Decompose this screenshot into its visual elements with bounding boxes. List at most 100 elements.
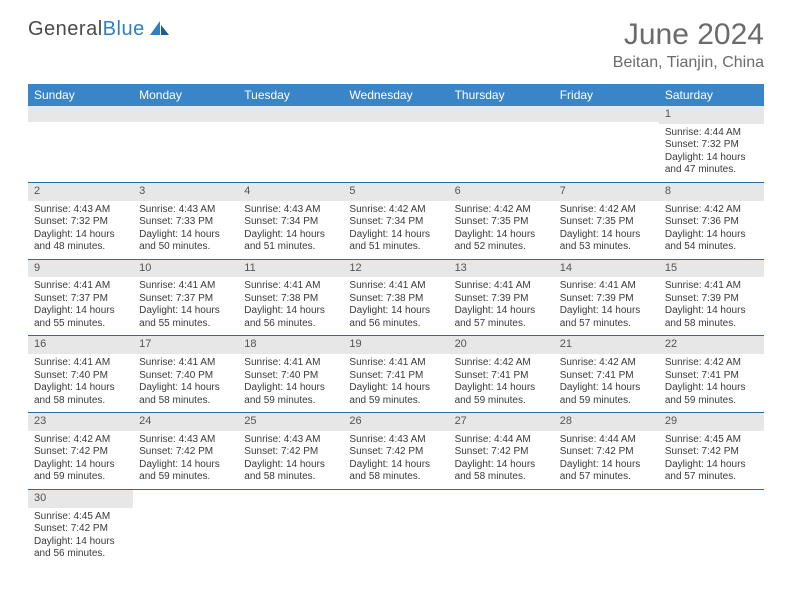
day-number: 12 <box>343 260 448 278</box>
calendar-cell: 26Sunrise: 4:43 AMSunset: 7:42 PMDayligh… <box>343 413 448 490</box>
day-body: Sunrise: 4:41 AMSunset: 7:39 PMDaylight:… <box>449 277 554 335</box>
calendar-cell <box>343 489 448 565</box>
sunset-line: Sunset: 7:42 PM <box>455 446 548 459</box>
sunset-line: Sunset: 7:37 PM <box>139 293 232 306</box>
daylight-line: Daylight: 14 hours and 59 minutes. <box>455 382 548 407</box>
sunrise-line: Sunrise: 4:42 AM <box>455 357 548 370</box>
sunset-line: Sunset: 7:39 PM <box>455 293 548 306</box>
sunset-line: Sunset: 7:35 PM <box>455 216 548 229</box>
calendar-cell: 4Sunrise: 4:43 AMSunset: 7:34 PMDaylight… <box>238 182 343 259</box>
day-body: Sunrise: 4:41 AMSunset: 7:38 PMDaylight:… <box>238 277 343 335</box>
calendar-cell: 12Sunrise: 4:41 AMSunset: 7:38 PMDayligh… <box>343 259 448 336</box>
day-body: Sunrise: 4:42 AMSunset: 7:35 PMDaylight:… <box>449 201 554 259</box>
day-number: 7 <box>554 183 659 201</box>
day-body: Sunrise: 4:42 AMSunset: 7:42 PMDaylight:… <box>28 431 133 489</box>
daylight-line: Daylight: 14 hours and 52 minutes. <box>455 229 548 254</box>
calendar-cell <box>238 489 343 565</box>
calendar-cell <box>133 489 238 565</box>
weekday-header: Thursday <box>449 84 554 106</box>
sunrise-line: Sunrise: 4:42 AM <box>34 434 127 447</box>
calendar-cell: 9Sunrise: 4:41 AMSunset: 7:37 PMDaylight… <box>28 259 133 336</box>
sunset-line: Sunset: 7:40 PM <box>244 370 337 383</box>
sunset-line: Sunset: 7:32 PM <box>665 139 758 152</box>
sunset-line: Sunset: 7:35 PM <box>560 216 653 229</box>
sunset-line: Sunset: 7:37 PM <box>34 293 127 306</box>
calendar-cell <box>554 106 659 182</box>
sunrise-line: Sunrise: 4:45 AM <box>665 434 758 447</box>
day-number: 19 <box>343 336 448 354</box>
calendar-cell: 23Sunrise: 4:42 AMSunset: 7:42 PMDayligh… <box>28 413 133 490</box>
daylight-line: Daylight: 14 hours and 59 minutes. <box>349 382 442 407</box>
calendar-cell: 17Sunrise: 4:41 AMSunset: 7:40 PMDayligh… <box>133 336 238 413</box>
calendar-cell: 2Sunrise: 4:43 AMSunset: 7:32 PMDaylight… <box>28 182 133 259</box>
sunrise-line: Sunrise: 4:41 AM <box>139 357 232 370</box>
sunrise-line: Sunrise: 4:44 AM <box>560 434 653 447</box>
calendar-cell <box>449 489 554 565</box>
sunset-line: Sunset: 7:32 PM <box>34 216 127 229</box>
sunset-line: Sunset: 7:41 PM <box>560 370 653 383</box>
day-number: 17 <box>133 336 238 354</box>
calendar-cell <box>659 489 764 565</box>
calendar-cell: 16Sunrise: 4:41 AMSunset: 7:40 PMDayligh… <box>28 336 133 413</box>
sunset-line: Sunset: 7:41 PM <box>665 370 758 383</box>
sunset-line: Sunset: 7:39 PM <box>665 293 758 306</box>
logo-text-2: Blue <box>103 18 145 41</box>
sunset-line: Sunset: 7:41 PM <box>349 370 442 383</box>
sunrise-line: Sunrise: 4:42 AM <box>665 204 758 217</box>
day-number: 21 <box>554 336 659 354</box>
day-body: Sunrise: 4:44 AMSunset: 7:42 PMDaylight:… <box>554 431 659 489</box>
logo: GeneralBlue <box>28 18 170 41</box>
sunrise-line: Sunrise: 4:41 AM <box>455 280 548 293</box>
sunset-line: Sunset: 7:40 PM <box>34 370 127 383</box>
sunrise-line: Sunrise: 4:42 AM <box>665 357 758 370</box>
sunrise-line: Sunrise: 4:41 AM <box>665 280 758 293</box>
title-block: June 2024 Beitan, Tianjin, China <box>613 18 764 72</box>
sunset-line: Sunset: 7:42 PM <box>560 446 653 459</box>
sunset-line: Sunset: 7:42 PM <box>665 446 758 459</box>
sunset-line: Sunset: 7:40 PM <box>139 370 232 383</box>
sunrise-line: Sunrise: 4:41 AM <box>349 357 442 370</box>
sunrise-line: Sunrise: 4:43 AM <box>34 204 127 217</box>
day-body: Sunrise: 4:41 AMSunset: 7:39 PMDaylight:… <box>659 277 764 335</box>
day-number: 2 <box>28 183 133 201</box>
sunset-line: Sunset: 7:42 PM <box>139 446 232 459</box>
daylight-line: Daylight: 14 hours and 59 minutes. <box>139 459 232 484</box>
daylight-line: Daylight: 14 hours and 58 minutes. <box>349 459 442 484</box>
day-number: 26 <box>343 413 448 431</box>
calendar-cell: 27Sunrise: 4:44 AMSunset: 7:42 PMDayligh… <box>449 413 554 490</box>
daylight-line: Daylight: 14 hours and 59 minutes. <box>34 459 127 484</box>
daylight-line: Daylight: 14 hours and 57 minutes. <box>560 305 653 330</box>
sunset-line: Sunset: 7:39 PM <box>560 293 653 306</box>
calendar-cell: 11Sunrise: 4:41 AMSunset: 7:38 PMDayligh… <box>238 259 343 336</box>
daylight-line: Daylight: 14 hours and 59 minutes. <box>560 382 653 407</box>
daylight-line: Daylight: 14 hours and 58 minutes. <box>34 382 127 407</box>
day-body: Sunrise: 4:45 AMSunset: 7:42 PMDaylight:… <box>28 508 133 566</box>
calendar-cell: 1Sunrise: 4:44 AMSunset: 7:32 PMDaylight… <box>659 106 764 182</box>
sunrise-line: Sunrise: 4:41 AM <box>560 280 653 293</box>
day-number: 20 <box>449 336 554 354</box>
calendar-cell <box>238 106 343 182</box>
daylight-line: Daylight: 14 hours and 55 minutes. <box>139 305 232 330</box>
calendar-cell: 8Sunrise: 4:42 AMSunset: 7:36 PMDaylight… <box>659 182 764 259</box>
sunset-line: Sunset: 7:42 PM <box>34 523 127 536</box>
daylight-line: Daylight: 14 hours and 50 minutes. <box>139 229 232 254</box>
day-number: 14 <box>554 260 659 278</box>
sunrise-line: Sunrise: 4:41 AM <box>34 357 127 370</box>
sunrise-line: Sunrise: 4:42 AM <box>455 204 548 217</box>
daylight-line: Daylight: 14 hours and 55 minutes. <box>34 305 127 330</box>
weekday-header: Sunday <box>28 84 133 106</box>
day-number: 1 <box>659 106 764 124</box>
sunrise-line: Sunrise: 4:41 AM <box>139 280 232 293</box>
calendar-cell: 3Sunrise: 4:43 AMSunset: 7:33 PMDaylight… <box>133 182 238 259</box>
daylight-line: Daylight: 14 hours and 51 minutes. <box>349 229 442 254</box>
daylight-line: Daylight: 14 hours and 53 minutes. <box>560 229 653 254</box>
day-number: 6 <box>449 183 554 201</box>
calendar-cell <box>133 106 238 182</box>
weekday-header: Tuesday <box>238 84 343 106</box>
calendar-cell: 20Sunrise: 4:42 AMSunset: 7:41 PMDayligh… <box>449 336 554 413</box>
calendar-cell: 21Sunrise: 4:42 AMSunset: 7:41 PMDayligh… <box>554 336 659 413</box>
day-number: 29 <box>659 413 764 431</box>
day-number: 5 <box>343 183 448 201</box>
daylight-line: Daylight: 14 hours and 58 minutes. <box>244 459 337 484</box>
day-number: 18 <box>238 336 343 354</box>
